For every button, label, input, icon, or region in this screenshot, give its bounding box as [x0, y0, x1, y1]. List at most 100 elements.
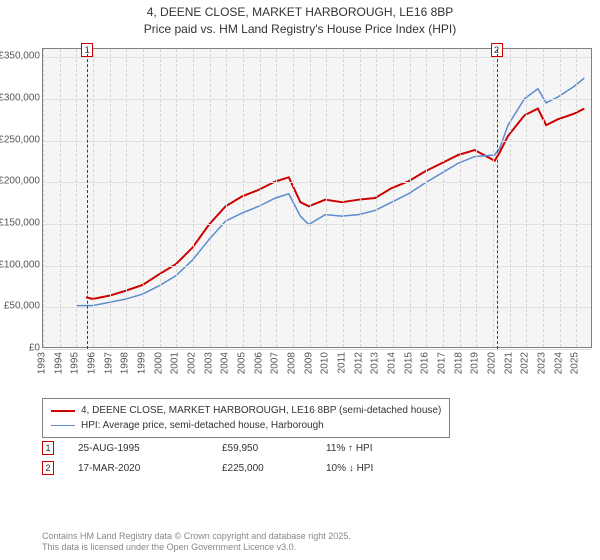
- footer-attribution: Contains HM Land Registry data © Crown c…: [42, 531, 351, 554]
- y-axis-label: £100,000: [0, 259, 40, 270]
- gridline-v: [326, 49, 327, 347]
- legend-row: HPI: Average price, semi-detached house,…: [51, 418, 441, 433]
- x-axis-label: 1996: [87, 352, 98, 374]
- legend-row: 4, DEENE CLOSE, MARKET HARBOROUGH, LE16 …: [51, 403, 441, 418]
- gridline-v: [260, 49, 261, 347]
- gridline-v: [460, 49, 461, 347]
- x-axis-label: 2011: [337, 352, 348, 374]
- legend-swatch: [51, 425, 75, 427]
- gridline-v: [560, 49, 561, 347]
- x-axis-label: 1999: [137, 352, 148, 374]
- x-axis-label: 2022: [520, 352, 531, 374]
- x-axis-label: 2015: [403, 352, 414, 374]
- gridline-v: [393, 49, 394, 347]
- transaction-price: £225,000: [222, 463, 302, 474]
- x-axis-label: 2016: [420, 352, 431, 374]
- x-axis-label: 2009: [303, 352, 314, 374]
- gridline-v: [110, 49, 111, 347]
- transaction-table: 1 25-AUG-1995 £59,950 11% ↑ HPI 2 17-MAR-2020…: [42, 438, 426, 478]
- title-block: 4, DEENE CLOSE, MARKET HARBOROUGH, LE16 …: [0, 0, 600, 40]
- x-axis-label: 2002: [187, 352, 198, 374]
- x-axis-label: 2005: [237, 352, 248, 374]
- title-line-1: 4, DEENE CLOSE, MARKET HARBOROUGH, LE16 …: [0, 4, 600, 21]
- gridline-v: [543, 49, 544, 347]
- x-axis-label: 2018: [453, 352, 464, 374]
- series-hpi: [76, 78, 584, 306]
- y-axis-label: £150,000: [0, 218, 40, 229]
- gridline-v: [443, 49, 444, 347]
- gridline-v: [126, 49, 127, 347]
- y-axis-label: £50,000: [4, 301, 40, 312]
- transaction-row: 2 17-MAR-2020 £225,000 10% ↓ HPI: [42, 458, 426, 478]
- gridline-v: [143, 49, 144, 347]
- gridline-v: [376, 49, 377, 347]
- footer-line-1: Contains HM Land Registry data © Crown c…: [42, 531, 351, 543]
- legend-label: HPI: Average price, semi-detached house,…: [81, 420, 324, 431]
- legend-box: 4, DEENE CLOSE, MARKET HARBOROUGH, LE16 …: [42, 398, 450, 438]
- gridline-v: [576, 49, 577, 347]
- x-axis-label: 2003: [203, 352, 214, 374]
- chart-area: 12 £0£50,000£100,000£150,000£200,000£250…: [0, 42, 600, 392]
- gridline-v: [526, 49, 527, 347]
- x-axis-label: 2020: [487, 352, 498, 374]
- x-axis-label: 1997: [103, 352, 114, 374]
- x-axis-label: 1993: [37, 352, 48, 374]
- gridline-v: [276, 49, 277, 347]
- transaction-delta: 11% ↑ HPI: [326, 443, 426, 454]
- y-axis-label: £250,000: [0, 134, 40, 145]
- x-axis-label: 2007: [270, 352, 281, 374]
- x-axis-label: 2010: [320, 352, 331, 374]
- transaction-row: 1 25-AUG-1995 £59,950 11% ↑ HPI: [42, 438, 426, 458]
- gridline-v: [243, 49, 244, 347]
- chart-marker-line-1: [87, 49, 88, 349]
- gridline-v: [310, 49, 311, 347]
- plot-area: 12: [42, 48, 592, 348]
- gridline-v: [426, 49, 427, 347]
- gridline-v: [360, 49, 361, 347]
- chart-container: 4, DEENE CLOSE, MARKET HARBOROUGH, LE16 …: [0, 0, 600, 560]
- gridline-v: [510, 49, 511, 347]
- gridline-v: [226, 49, 227, 347]
- x-axis-label: 2023: [537, 352, 548, 374]
- legend-swatch: [51, 410, 75, 412]
- footer-line-2: This data is licensed under the Open Gov…: [42, 542, 351, 554]
- gridline-v: [410, 49, 411, 347]
- transaction-date: 17-MAR-2020: [78, 463, 198, 474]
- x-axis-label: 2017: [437, 352, 448, 374]
- y-axis-label: £200,000: [0, 176, 40, 187]
- gridline-v: [160, 49, 161, 347]
- y-axis-label: £300,000: [0, 93, 40, 104]
- gridline-v: [210, 49, 211, 347]
- x-axis-label: 2013: [370, 352, 381, 374]
- gridline-v: [60, 49, 61, 347]
- x-axis-label: 1998: [120, 352, 131, 374]
- transaction-delta: 10% ↓ HPI: [326, 463, 426, 474]
- gridline-v: [293, 49, 294, 347]
- x-axis-label: 2008: [287, 352, 298, 374]
- x-axis-label: 2024: [553, 352, 564, 374]
- x-axis-label: 2000: [153, 352, 164, 374]
- x-axis-label: 2025: [570, 352, 581, 374]
- chart-marker-line-2: [497, 49, 498, 349]
- title-line-2: Price paid vs. HM Land Registry's House …: [0, 21, 600, 38]
- x-axis-label: 2019: [470, 352, 481, 374]
- transaction-index: 2: [42, 461, 54, 475]
- x-axis-label: 2004: [220, 352, 231, 374]
- gridline-v: [476, 49, 477, 347]
- x-axis-label: 2001: [170, 352, 181, 374]
- gridline-h: [43, 349, 591, 350]
- transaction-date: 25-AUG-1995: [78, 443, 198, 454]
- transaction-price: £59,950: [222, 443, 302, 454]
- gridline-v: [93, 49, 94, 347]
- gridline-v: [493, 49, 494, 347]
- x-axis-label: 2014: [387, 352, 398, 374]
- transaction-index: 1: [42, 441, 54, 455]
- x-axis-label: 1994: [53, 352, 64, 374]
- x-axis-label: 1995: [70, 352, 81, 374]
- gridline-v: [76, 49, 77, 347]
- y-axis-label: £350,000: [0, 51, 40, 62]
- x-axis-label: 2012: [353, 352, 364, 374]
- gridline-v: [343, 49, 344, 347]
- gridline-v: [43, 49, 44, 347]
- x-axis-label: 2021: [503, 352, 514, 374]
